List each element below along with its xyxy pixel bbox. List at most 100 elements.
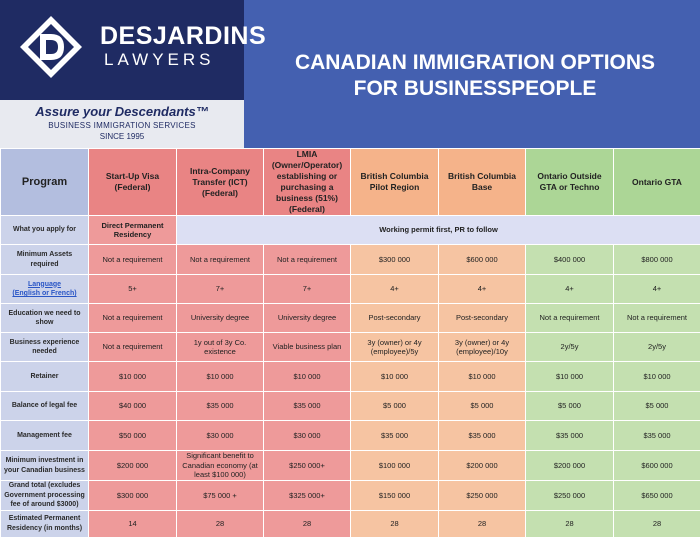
slogan-block: Assure your Descendants™ BUSINESS IMMIGR… (0, 100, 244, 148)
table-cell: $35 000 (438, 420, 526, 451)
row-label: Business experience needed (0, 332, 89, 362)
logo-mark-icon (20, 16, 82, 78)
table-cell: Not a requirement (176, 244, 264, 275)
table-cell: 7+ (176, 274, 264, 304)
since-line: SINCE 1995 (99, 132, 145, 141)
table-cell: $100 000 (350, 450, 439, 481)
table-cell: Direct Permanent Residency (88, 215, 177, 245)
table-row: What you apply for Direct Permanent Resi… (0, 215, 700, 245)
table-cell: $10 000 (263, 361, 351, 392)
table-row: Education we need to show Not a requireme… (0, 303, 700, 333)
table-cell: $300 000 (88, 480, 177, 511)
table-cell: $600 000 (613, 450, 700, 481)
row-label: Education we need to show (0, 303, 89, 333)
table-cell: $35 000 (350, 420, 439, 451)
table-cell: $50 000 (88, 420, 177, 451)
table-cell: University degree (263, 303, 351, 333)
row-label: Management fee (0, 420, 89, 451)
table-cell: $250 000+ (263, 450, 351, 481)
table-cell: Post-secondary (438, 303, 526, 333)
table-cell: $35 000 (263, 391, 351, 421)
row-label[interactable]: Language (English or French) (0, 274, 89, 304)
table-row: Minimum investment in your Canadian busi… (0, 450, 700, 481)
table-cell: Not a requirement (525, 303, 614, 333)
table-cell: $10 000 (613, 361, 700, 392)
table-cell: $200 000 (438, 450, 526, 481)
table-cell: 28 (350, 509, 439, 538)
title-line-2: FOR BUSINESSPEOPLE (353, 77, 597, 100)
table-cell: 4+ (350, 274, 439, 304)
table-cell: 2y/5y (525, 332, 614, 362)
table-cell: Not a requirement (263, 244, 351, 275)
brand-sub: LAWYERS (104, 50, 215, 69)
table-cell: $10 000 (525, 361, 614, 392)
table-cell: Working permit first, PR to follow (176, 215, 700, 245)
table-header-row: Program Start-Up Visa (Federal) Intra-Co… (0, 148, 700, 216)
table-cell: $5 000 (350, 391, 439, 421)
table-cell: $200 000 (525, 450, 614, 481)
table-cell: $200 000 (88, 450, 177, 481)
column-header: LMIA (Owner/Operator) establishing or pu… (263, 148, 351, 216)
table-cell: $5 000 (613, 391, 700, 421)
table-cell: Not a requirement (613, 303, 700, 333)
table-cell: 28 (613, 509, 700, 538)
row-label: Estimated Permanent Residency (in months… (0, 509, 89, 538)
table-cell: 28 (525, 509, 614, 538)
header-banner: DESJARDINS LAWYERS Assure your Descendan… (0, 0, 700, 148)
table-cell: 2y/5y (613, 332, 700, 362)
table-cell: $35 000 (525, 420, 614, 451)
table-row: Grand total (excludes Government process… (0, 480, 700, 511)
column-header: Start-Up Visa (Federal) (88, 148, 177, 216)
table-row: Language (English or French) 5+ 7+ 7+ 4+ 4+ 4+ 4… (0, 274, 700, 304)
table-cell: 4+ (525, 274, 614, 304)
column-header: British Columbia Base (438, 148, 526, 216)
table-cell: University degree (176, 303, 264, 333)
title-line-1: CANADIAN IMMIGRATION OPTIONS (294, 51, 656, 74)
table-cell: 3y (owner) or 4y (employee)/5y (350, 332, 439, 362)
comparison-table: Program Start-Up Visa (Federal) Intra-Co… (0, 148, 700, 538)
table-cell: $10 000 (88, 361, 177, 392)
brand-name: DESJARDINS (100, 22, 267, 50)
table-cell: $35 000 (613, 420, 700, 451)
row-label: Retainer (0, 361, 89, 392)
table-cell: $325 000+ (263, 480, 351, 511)
table-cell: $300 000 (350, 244, 439, 275)
table-cell: 28 (176, 509, 264, 538)
column-header: Ontario GTA (613, 148, 700, 216)
row-label: Minimum Assets required (0, 244, 89, 275)
table-row: Estimated Permanent Residency (in months… (0, 509, 700, 538)
page-title: CANADIAN IMMIGRATION OPTIONS FOR BUSINES… (250, 50, 700, 102)
table-cell: $75 000 + (176, 480, 264, 511)
table-cell: $30 000 (176, 420, 264, 451)
table-cell: 4+ (438, 274, 526, 304)
table-cell: 7+ (263, 274, 351, 304)
row-label: Grand total (excludes Government process… (0, 480, 89, 511)
table-cell: $650 000 (613, 480, 700, 511)
table-cell: $800 000 (613, 244, 700, 275)
table-cell: $5 000 (525, 391, 614, 421)
table-cell: Not a requirement (88, 244, 177, 275)
slogan: Assure your Descendants™ (35, 104, 209, 119)
row-label: Balance of legal fee (0, 391, 89, 421)
language-link[interactable]: Language (27, 280, 62, 288)
table-cell: Viable business plan (263, 332, 351, 362)
table-cell: $400 000 (525, 244, 614, 275)
table-cell: 1y out of 3y Co. existence (176, 332, 264, 362)
table-cell: 28 (438, 509, 526, 538)
table-cell: $35 000 (176, 391, 264, 421)
table-cell: 5+ (88, 274, 177, 304)
table-cell: $250 000 (525, 480, 614, 511)
row-label: What you apply for (0, 215, 89, 245)
language-link[interactable]: (English or French) (12, 290, 77, 297)
table-row: Minimum Assets required Not a requirement… (0, 244, 700, 275)
column-header: Ontario Outside GTA or Techno (525, 148, 614, 216)
service-line: BUSINESS IMMIGRATION SERVICES (48, 121, 196, 130)
table-cell: $600 000 (438, 244, 526, 275)
table-cell: $10 000 (176, 361, 264, 392)
table-cell: Not a requirement (88, 332, 177, 362)
table-cell: $10 000 (438, 361, 526, 392)
program-header: Program (0, 148, 89, 216)
table-cell: $30 000 (263, 420, 351, 451)
table-row: Business experience needed Not a requirem… (0, 332, 700, 362)
